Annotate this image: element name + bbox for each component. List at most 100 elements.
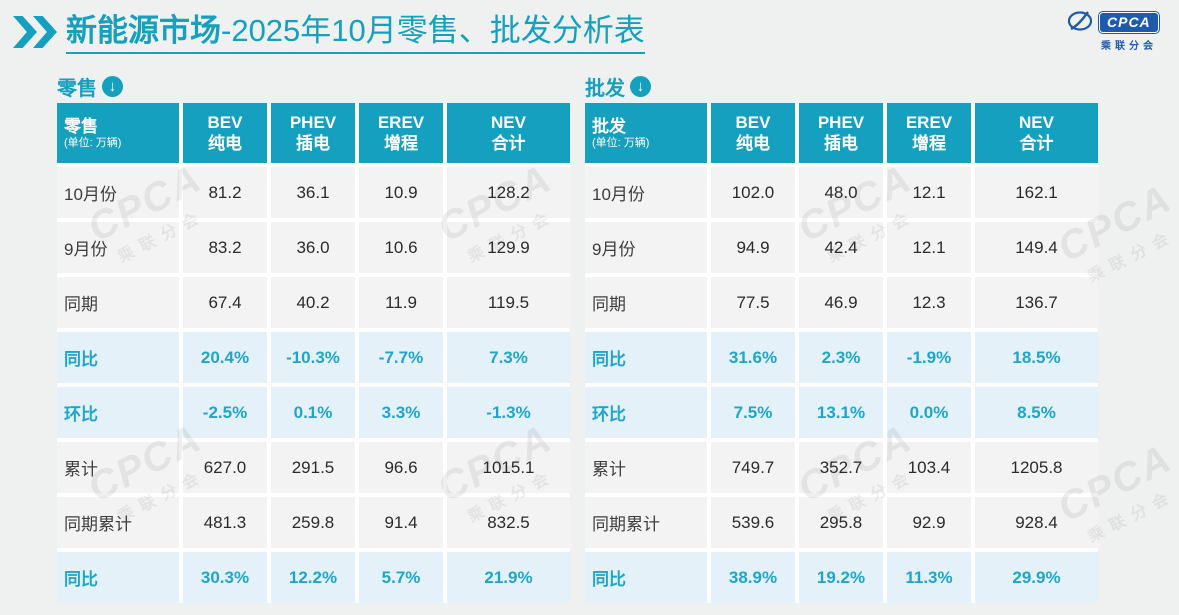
value-cell: -10.3% — [271, 332, 355, 383]
row-label: 同比 — [57, 552, 179, 603]
value-cell: 481.3 — [183, 497, 267, 548]
value-cell: 128.2 — [447, 167, 570, 218]
value-cell: 162.1 — [975, 167, 1098, 218]
value-cell: 295.8 — [799, 497, 883, 548]
column-header-line2: 增程 — [912, 134, 946, 153]
wholesale-section-label: 批发 — [585, 78, 625, 100]
column-header: EREV 增程 — [359, 103, 443, 163]
row-label: 同比 — [585, 552, 707, 603]
column-header-line1: PHEV — [289, 112, 337, 132]
column-header: PHEV 插电 — [799, 103, 883, 163]
value-cell: 259.8 — [271, 497, 355, 548]
value-cell: 5.7% — [359, 552, 443, 603]
cpca-logo-subtext: 乘联分会 — [1101, 41, 1157, 52]
value-cell: 96.6 — [359, 442, 443, 493]
value-cell: 352.7 — [799, 442, 883, 493]
value-cell: 46.9 — [799, 277, 883, 328]
value-cell: 18.5% — [975, 332, 1098, 383]
retail-section-label: 零售 — [57, 78, 97, 100]
row-label: 累计 — [585, 442, 707, 493]
value-cell: 13.1% — [799, 387, 883, 438]
column-header-line2: 纯电 — [736, 134, 770, 153]
column-header-line1: PHEV — [817, 112, 865, 132]
value-cell: 94.9 — [711, 222, 795, 273]
value-cell: 36.0 — [271, 222, 355, 273]
chevron-right-icon — [13, 16, 37, 48]
value-cell: 67.4 — [183, 277, 267, 328]
row-label: 同期 — [585, 277, 707, 328]
value-cell: -7.7% — [359, 332, 443, 383]
row-label: 10月份 — [57, 167, 179, 218]
row-label: 环比 — [57, 387, 179, 438]
column-header-line2: 插电 — [296, 134, 330, 153]
column-header: BEV 纯电 — [183, 103, 267, 163]
value-cell: 749.7 — [711, 442, 795, 493]
column-header-line2: 增程 — [384, 134, 418, 153]
value-cell: 38.9% — [711, 552, 795, 603]
value-cell: 2.3% — [799, 332, 883, 383]
table-corner-unit: (单位: 万辆) — [64, 136, 122, 149]
value-cell: 40.2 — [271, 277, 355, 328]
table-corner-cell: 批发 (单位: 万辆) — [585, 103, 707, 163]
value-cell: 11.9 — [359, 277, 443, 328]
row-label: 同期 — [57, 277, 179, 328]
value-cell: 12.1 — [887, 222, 971, 273]
value-cell: 1015.1 — [447, 442, 570, 493]
value-cell: 0.0% — [887, 387, 971, 438]
value-cell: 3.3% — [359, 387, 443, 438]
value-cell: 77.5 — [711, 277, 795, 328]
column-header-line1: NEV — [1019, 112, 1054, 132]
column-header-line1: NEV — [491, 112, 526, 132]
column-header-line2: 插电 — [824, 134, 858, 153]
column-header-line1: EREV — [377, 112, 425, 132]
column-header-line2: 纯电 — [208, 134, 242, 153]
value-cell: 103.4 — [887, 442, 971, 493]
page-title-emphasis: 新能源市场 — [66, 13, 221, 48]
value-cell: 36.1 — [271, 167, 355, 218]
value-cell: -1.9% — [887, 332, 971, 383]
column-header: PHEV 插电 — [271, 103, 355, 163]
value-cell: 83.2 — [183, 222, 267, 273]
row-label: 同比 — [585, 332, 707, 383]
column-header: NEV 合计 — [447, 103, 570, 163]
value-cell: 91.4 — [359, 497, 443, 548]
value-cell: 11.3% — [887, 552, 971, 603]
value-cell: 12.2% — [271, 552, 355, 603]
value-cell: 12.1 — [887, 167, 971, 218]
value-cell: 102.0 — [711, 167, 795, 218]
double-chevron-right-icon — [13, 16, 57, 48]
value-cell: 48.0 — [799, 167, 883, 218]
value-cell: 29.9% — [975, 552, 1098, 603]
row-label: 累计 — [57, 442, 179, 493]
value-cell: 10.9 — [359, 167, 443, 218]
row-label: 同期累计 — [57, 497, 179, 548]
wholesale-table: 批发 (单位: 万辆) BEV 纯电 PHEV 插电 EREV 增程 NEV 合计 10月份 102.… — [585, 103, 1098, 603]
down-arrow-icon: ↓ — [102, 76, 123, 97]
value-cell: 627.0 — [183, 442, 267, 493]
column-header: BEV 纯电 — [711, 103, 795, 163]
wholesale-section-header: 批发 ↓ — [585, 72, 651, 101]
table-corner-cell: 零售 (单位: 万辆) — [57, 103, 179, 163]
value-cell: 30.3% — [183, 552, 267, 603]
row-label: 9月份 — [57, 222, 179, 273]
value-cell: 832.5 — [447, 497, 570, 548]
column-header: EREV 增程 — [887, 103, 971, 163]
title-bar: 新能源市场-2025年10月零售、批发分析表 CPCA 乘联分会 — [0, 0, 1179, 66]
value-cell: 1205.8 — [975, 442, 1098, 493]
value-cell: 20.4% — [183, 332, 267, 383]
row-label: 10月份 — [585, 167, 707, 218]
cpca-logo-text: CPCA — [1099, 11, 1159, 33]
row-label: 同期累计 — [585, 497, 707, 548]
row-label: 9月份 — [585, 222, 707, 273]
column-header-line1: EREV — [905, 112, 953, 132]
column-header-line1: BEV — [735, 112, 771, 132]
column-header: NEV 合计 — [975, 103, 1098, 163]
cpca-swoosh-icon — [1067, 11, 1093, 31]
value-cell: 10.6 — [359, 222, 443, 273]
value-cell: 42.4 — [799, 222, 883, 273]
value-cell: 129.9 — [447, 222, 570, 273]
row-label: 环比 — [585, 387, 707, 438]
table-corner-title: 批发 — [592, 116, 626, 136]
value-cell: 19.2% — [799, 552, 883, 603]
